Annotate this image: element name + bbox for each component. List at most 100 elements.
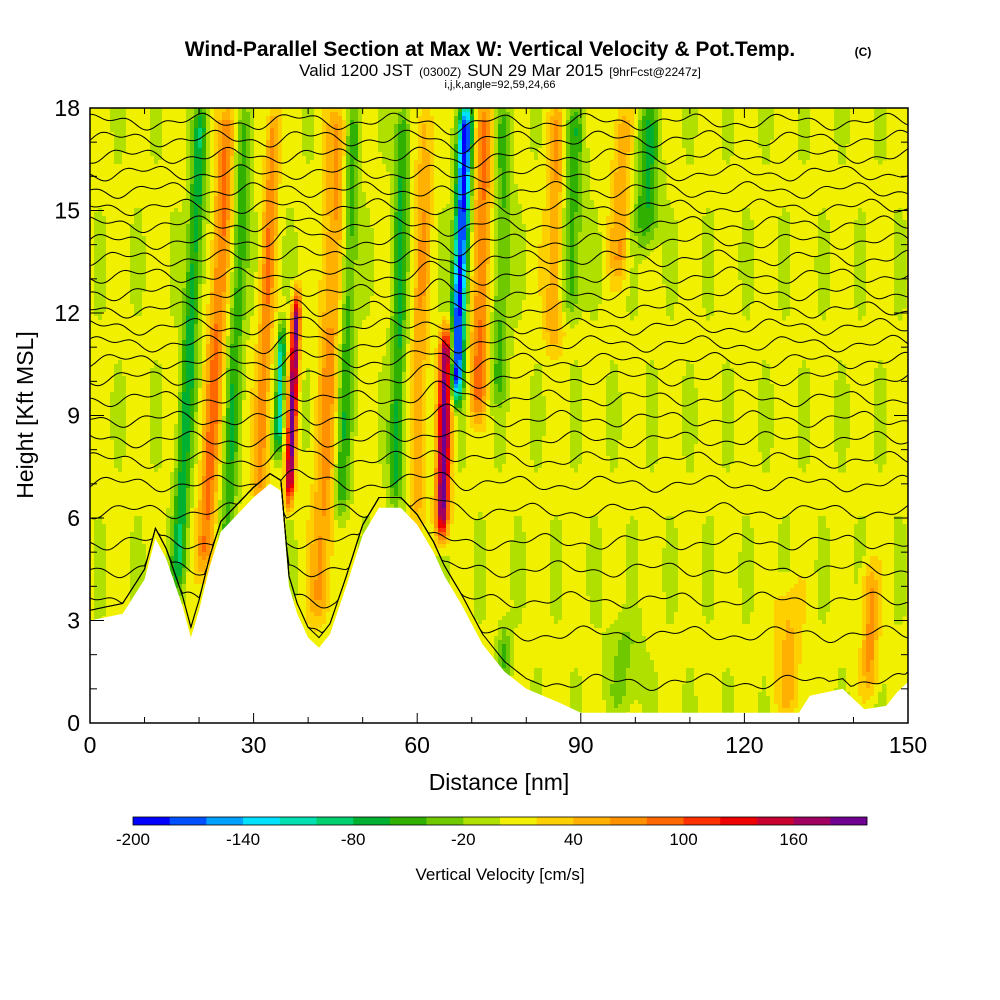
velocity-cell — [370, 212, 391, 217]
velocity-cell — [610, 240, 619, 245]
velocity-cell — [406, 160, 411, 165]
velocity-cell — [346, 268, 355, 273]
velocity-cell — [626, 236, 631, 241]
velocity-cell — [326, 136, 335, 141]
velocity-cell — [450, 332, 455, 337]
velocity-cell — [462, 136, 467, 141]
velocity-cell — [186, 260, 191, 265]
velocity-cell — [514, 144, 531, 149]
velocity-cell — [578, 196, 583, 201]
velocity-cell — [510, 188, 519, 193]
velocity-cell — [418, 164, 431, 169]
velocity-cell — [570, 140, 583, 145]
velocity-cell — [438, 292, 451, 297]
velocity-cell — [90, 212, 95, 217]
velocity-cell — [558, 212, 563, 217]
velocity-cell — [454, 296, 459, 301]
velocity-cell — [510, 232, 527, 237]
velocity-cell — [258, 328, 263, 333]
velocity-cell — [186, 328, 195, 333]
velocity-cell — [874, 136, 887, 141]
velocity-cell — [238, 152, 243, 157]
velocity-cell — [294, 220, 323, 225]
velocity-cell — [858, 212, 867, 217]
velocity-cell — [470, 116, 475, 121]
velocity-cell — [202, 324, 207, 329]
velocity-cell — [250, 192, 255, 197]
velocity-cell — [202, 260, 207, 265]
velocity-cell — [478, 116, 483, 121]
velocity-cell — [526, 256, 539, 261]
velocity-cell — [758, 140, 771, 145]
velocity-cell — [562, 204, 567, 209]
velocity-cell — [90, 300, 95, 305]
velocity-cell — [266, 208, 275, 213]
velocity-cell — [222, 200, 227, 205]
velocity-cell — [254, 288, 259, 293]
velocity-cell — [674, 208, 707, 213]
velocity-cell — [302, 128, 315, 133]
velocity-cell — [274, 212, 279, 217]
velocity-cell — [242, 160, 247, 165]
velocity-cell — [234, 340, 239, 345]
velocity-cell — [238, 340, 243, 345]
velocity-cell — [566, 192, 571, 197]
velocity-cell — [630, 228, 635, 233]
velocity-cell — [894, 220, 907, 225]
velocity-cell — [406, 288, 411, 293]
velocity-cell — [190, 176, 195, 181]
velocity-cell — [310, 160, 323, 165]
velocity-cell — [402, 252, 407, 257]
velocity-cell — [742, 288, 755, 293]
velocity-cell — [466, 228, 471, 233]
velocity-cell — [658, 108, 663, 113]
velocity-cell — [334, 136, 339, 141]
velocity-cell — [186, 252, 191, 257]
velocity-cell — [406, 296, 411, 301]
velocity-cell — [514, 120, 531, 125]
velocity-cell — [546, 172, 551, 177]
velocity-cell — [482, 332, 487, 337]
velocity-cell — [562, 232, 567, 237]
velocity-cell — [494, 172, 499, 177]
velocity-cell — [426, 228, 431, 233]
velocity-cell — [486, 192, 491, 197]
velocity-cell — [482, 172, 487, 177]
velocity-cell — [370, 220, 391, 225]
velocity-cell — [494, 284, 499, 289]
velocity-cell — [694, 140, 723, 145]
velocity-cell — [630, 176, 635, 181]
velocity-cell — [558, 204, 563, 209]
velocity-cell — [554, 156, 559, 161]
velocity-cell — [538, 276, 551, 281]
velocity-cell — [754, 300, 779, 305]
velocity-cell — [102, 212, 135, 217]
velocity-cell — [634, 316, 671, 321]
velocity-cell — [190, 180, 195, 185]
velocity-cell — [362, 116, 379, 121]
velocity-cell — [242, 288, 247, 293]
velocity-cell — [242, 328, 251, 333]
velocity-cell — [266, 128, 271, 133]
velocity-cell — [742, 284, 755, 289]
velocity-cell — [414, 264, 419, 269]
velocity-cell — [550, 148, 555, 153]
velocity-cell — [394, 232, 399, 237]
velocity-cell — [262, 168, 267, 173]
velocity-cell — [482, 168, 487, 173]
velocity-cell — [462, 296, 467, 301]
velocity-cell — [302, 284, 319, 289]
velocity-cell — [194, 208, 199, 213]
velocity-cell — [550, 116, 563, 121]
velocity-cell — [582, 176, 591, 181]
velocity-cell — [582, 200, 595, 205]
velocity-cell — [318, 296, 327, 301]
velocity-cell — [590, 164, 611, 169]
velocity-cell — [234, 264, 239, 269]
velocity-cell — [322, 264, 327, 269]
velocity-cell — [254, 192, 263, 197]
velocity-cell — [486, 288, 491, 293]
velocity-cell — [106, 240, 131, 245]
velocity-cell — [262, 224, 267, 229]
velocity-cell — [662, 244, 679, 249]
